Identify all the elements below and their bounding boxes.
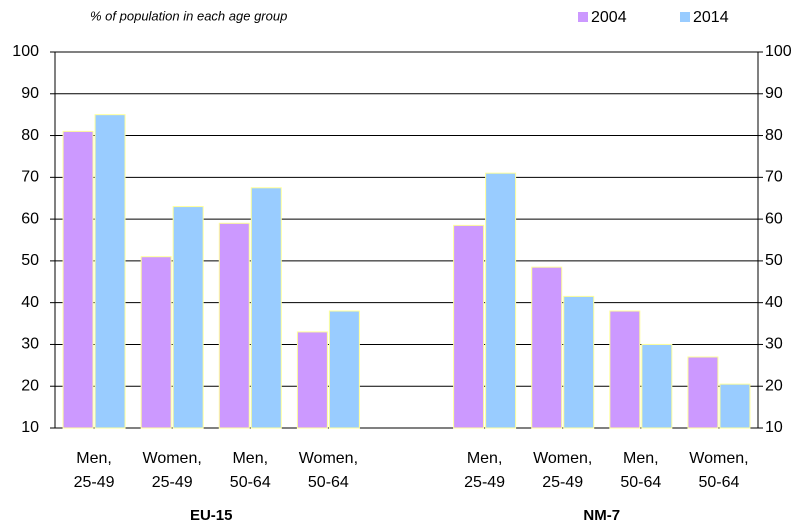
bar: [453, 224, 485, 429]
y-tick-label: 50: [21, 252, 39, 269]
y-tick-label: 80: [21, 127, 39, 144]
bar: [609, 310, 641, 429]
y2-tick-label: 20: [765, 377, 783, 394]
y2-tick-label: 40: [765, 294, 783, 311]
x-tick-label: Men, 50-64: [229, 450, 271, 491]
legend-label: 2014: [693, 9, 729, 26]
y-tick-label: 70: [21, 169, 39, 186]
legend-swatch: [680, 12, 690, 22]
bar: [563, 295, 595, 429]
y2-tick-label: 70: [765, 169, 783, 186]
y2-tick-label: 100: [765, 43, 792, 60]
x-tick-label: Men, 25-49: [73, 450, 115, 491]
group-label: EU-15: [189, 507, 233, 524]
bar: [485, 172, 517, 429]
bar: [328, 310, 360, 429]
bar: [296, 331, 328, 429]
x-tick-label: Women, 25-49: [142, 450, 202, 491]
bar: [641, 343, 673, 429]
y-tick-label: 100: [12, 43, 39, 60]
y-tick-label: 40: [21, 294, 39, 311]
x-tick-label: Women, 50-64: [298, 450, 359, 491]
legend-label: 2004: [591, 9, 627, 26]
y2-tick-label: 80: [765, 127, 783, 144]
y2-tick-label: 60: [765, 210, 783, 227]
y2-tick-label: 90: [765, 85, 783, 102]
bar: [62, 130, 94, 429]
y-tick-label: 90: [21, 85, 39, 102]
bar: [250, 187, 282, 429]
bar: [531, 266, 563, 429]
y-tick-label: 60: [21, 210, 39, 227]
bar: [687, 356, 719, 429]
x-tick-label: Women, 50-64: [689, 450, 749, 491]
y-tick-label: 10: [21, 419, 39, 436]
x-tick-label: Women, 25-49: [533, 450, 593, 491]
bar: [94, 114, 126, 429]
legend-swatch: [578, 12, 588, 22]
y2-tick-label: 50: [765, 252, 783, 269]
y2-tick-label: 10: [765, 419, 783, 436]
x-tick-label: Men, 50-64: [620, 450, 662, 491]
x-tick-label: Men, 25-49: [464, 450, 506, 491]
bar: [218, 222, 250, 429]
bar: [140, 256, 172, 429]
bar: [719, 383, 751, 429]
plot-border: [54, 51, 759, 429]
subtitle: % of population in each age group: [90, 8, 287, 23]
group-label: NM-7: [583, 507, 621, 524]
y-tick-label: 30: [21, 336, 39, 353]
y-tick-label: 20: [21, 377, 39, 394]
bar: [172, 206, 204, 429]
y2-tick-label: 30: [765, 336, 783, 353]
